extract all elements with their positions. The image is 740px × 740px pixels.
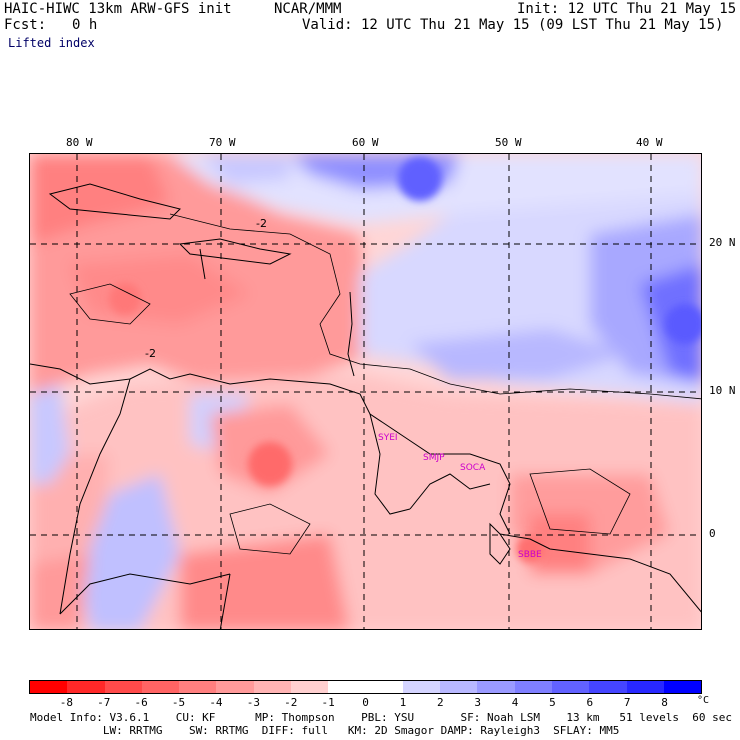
colorbar-swatch [290, 681, 329, 693]
colorbar-tick-label: 3 [474, 696, 481, 709]
colorbar-tick-label: -5 [171, 696, 186, 709]
lon-tick-50w: 50 W [495, 136, 522, 149]
lat-tick-20n: 20 N [709, 236, 736, 249]
colorbar-tick-label: 8 [661, 696, 668, 709]
colorbar-tick-label: 7 [623, 696, 631, 709]
colorbar-unit: °C [696, 695, 710, 706]
contour-label: -2 [145, 347, 156, 360]
fcst-label: Fcst: [4, 17, 47, 33]
model-title: HAIC-HIWC 13km ARW-GFS init [4, 1, 232, 17]
colorbar-swatch [402, 681, 441, 693]
station-label-smjp: SMJP [423, 453, 445, 463]
colorbar-swatch [216, 681, 254, 693]
colorbar-tick-label: 4 [511, 696, 519, 709]
colorbar-swatch [328, 681, 366, 693]
lat-tick-0: 0 [709, 527, 716, 540]
colorbar-swatch [589, 681, 627, 693]
fcst-value: 0 h [72, 17, 98, 33]
colorbar-swatch [626, 681, 664, 693]
station-label-sbbe: SBBE [518, 550, 542, 560]
station-label-soca: SOCA [460, 463, 486, 473]
map-canvas: -2 -2 SYEI SMJP SOCA SBBE [30, 154, 701, 629]
lon-tick-80w: 80 W [66, 136, 93, 149]
colorbar-tick-label: -8 [59, 696, 73, 709]
graticule [30, 154, 701, 629]
lon-tick-40w: 40 W [636, 136, 663, 149]
colorbar-tick-label: 2 [436, 696, 444, 709]
colorbar-swatch [67, 681, 105, 693]
center-label: NCAR/MMM [274, 1, 342, 17]
colorbar-tick-label: 1 [399, 696, 407, 709]
model-info-line1: Model Info: V3.6.1 CU: KF MP: Thompson P… [30, 711, 732, 724]
zero-contours [69, 213, 701, 555]
model-info-line2: LW: RRTMG SW: RRTMG DIFF: full KM: 2D Sm… [30, 724, 620, 737]
colorbar-swatch [179, 681, 217, 693]
colorbar-tick-label: -2 [284, 696, 298, 709]
colorbar-swatch [30, 681, 68, 693]
colorbar-swatch [253, 681, 291, 693]
lat-tick-10n: 10 N [709, 384, 736, 397]
colorbar-swatch [365, 681, 403, 693]
colorbar-swatch [551, 681, 590, 693]
colorbar-tick-label: -7 [97, 696, 111, 709]
colorbar-tick-label: 0 [362, 696, 369, 709]
colorbar-tick-label: -3 [246, 696, 260, 709]
coastlines [30, 183, 701, 629]
colorbar-tick-label: 6 [586, 696, 594, 709]
colorbar-swatch [141, 681, 180, 693]
field-name: Lifted index [8, 36, 95, 50]
colorbar-tick-label: -4 [209, 696, 223, 709]
colorbar-swatch [663, 681, 702, 693]
colorbar-swatch [440, 681, 478, 693]
init-time: Init: 12 UTC Thu 21 May 15 [517, 1, 737, 17]
lon-tick-60w: 60 W [352, 136, 379, 149]
station-label-syei: SYEI [378, 433, 398, 443]
lon-tick-70w: 70 W [209, 136, 236, 149]
colorbar-tick-label: 5 [549, 696, 556, 709]
colorbar-swatch [104, 681, 142, 693]
contour-label: -2 [256, 217, 267, 230]
colorbar-tick-label: -1 [321, 696, 335, 709]
colorbar-swatch [477, 681, 515, 693]
colorbar [29, 680, 702, 694]
lifted-index-map: -2 -2 SYEI SMJP SOCA SBBE [29, 153, 702, 630]
colorbar-swatch [514, 681, 552, 693]
colorbar-tick-label: -6 [134, 696, 148, 709]
valid-time: Valid: 12 UTC Thu 21 May 15 (09 LST Thu … [302, 17, 724, 33]
